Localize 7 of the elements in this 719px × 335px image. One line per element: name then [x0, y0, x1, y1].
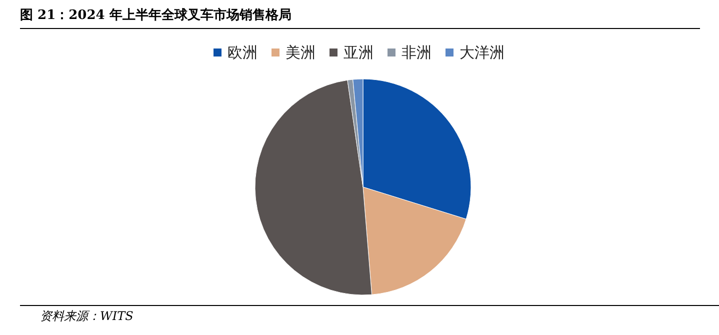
legend-label: 亚洲 — [344, 44, 374, 62]
chart-title: 图 21：2024 年上半年全球叉车市场销售格局 — [20, 6, 700, 29]
legend-label: 非洲 — [402, 44, 432, 62]
legend-label: 美洲 — [286, 44, 316, 62]
legend-label: 欧洲 — [228, 44, 258, 62]
legend-label: 大洋洲 — [460, 44, 504, 62]
text: 资料来源：WITS — [40, 308, 134, 325]
